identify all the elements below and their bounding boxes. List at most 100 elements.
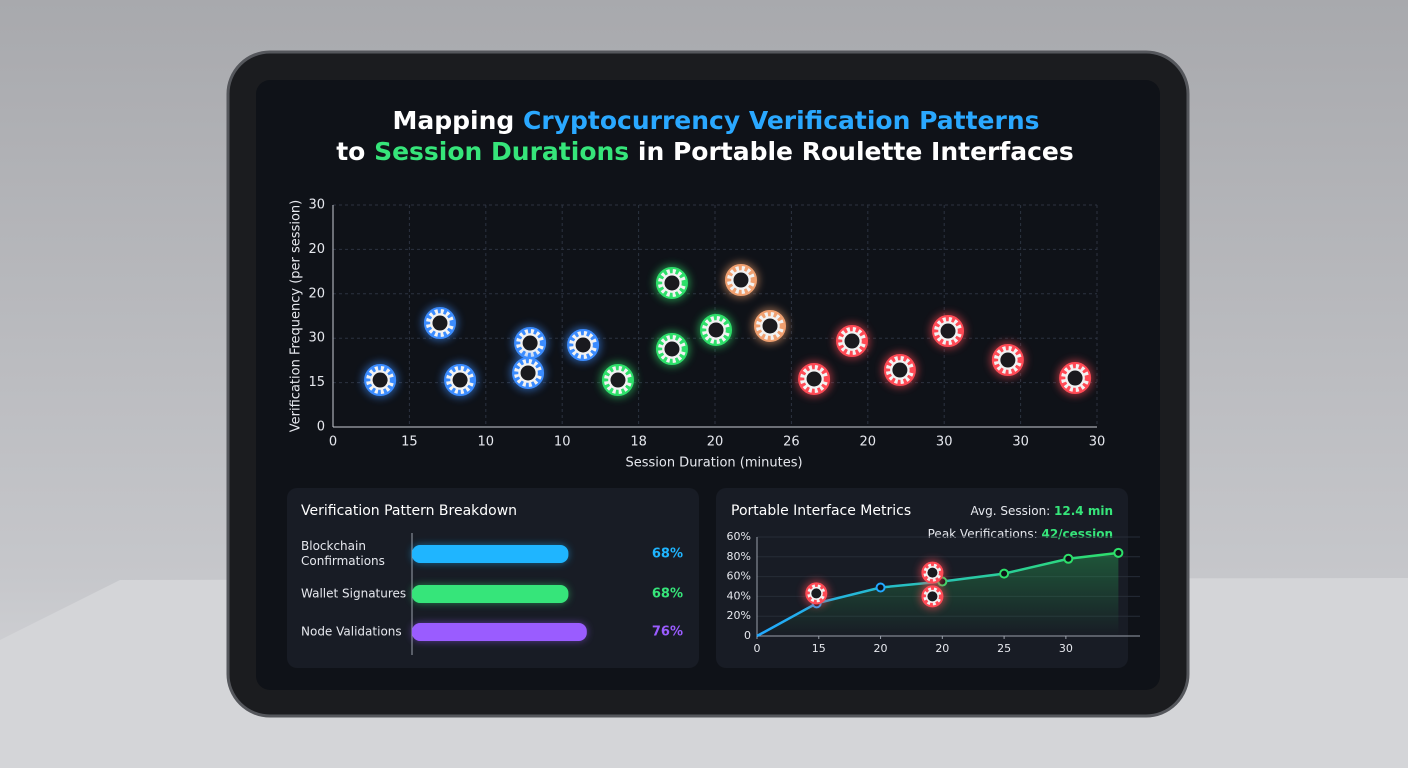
chip-ring [837,326,867,356]
chip-center [806,371,822,387]
bar [412,623,587,641]
chip-center [708,322,724,338]
title-part: Session Durations [374,137,629,166]
chip-center [432,315,448,331]
bar [412,545,569,563]
chip-ring [933,316,963,346]
category-label: Blockchain [301,539,366,553]
x-tick-label: 30 [936,435,953,450]
chip-ring [799,364,829,394]
chip-ring [922,586,942,606]
y-tick-label: 0 [744,629,751,642]
y-tick-label: 20 [308,286,325,301]
title-part: Mapping [393,106,524,135]
metric-label: Peak Verifications: [928,527,1042,541]
chip-ring [726,265,756,295]
chip-ring [603,365,633,395]
x-tick-label: 20 [935,642,949,655]
y-tick-label: 15 [308,375,325,390]
chip-center [522,335,538,351]
y-tick-label: 30 [308,198,325,213]
chip-ring [513,358,543,388]
x-tick-label: 20 [860,435,877,450]
chip-center [664,275,680,291]
chip-center [762,318,778,334]
y-tick-label: 60% [727,530,751,543]
chip-ring [755,311,785,341]
chip-ring [922,563,942,583]
chip-ring [568,330,598,360]
x-tick-label: 0 [329,435,337,450]
chip-ring [657,268,687,298]
value-label: 68% [652,547,683,562]
title-part: in Portable Roulette Interfaces [629,137,1074,166]
metric: Peak Verifications: 42/cession [928,527,1113,541]
chip-ring [993,345,1023,375]
y-axis-label: Verification Frequency (per session) [289,200,304,432]
breakdown-panel [287,488,699,668]
chip-center [927,591,938,602]
y-tick-label: 60% [727,570,751,583]
category-label: Confirmations [301,554,385,568]
x-tick-label: 15 [401,435,418,450]
x-tick-label: 10 [478,435,495,450]
point [875,582,886,593]
chip-center [811,588,822,599]
chip-center [664,341,680,357]
title-line-2: to Session Durations in Portable Roulett… [336,137,1074,166]
chip-ring [515,328,545,358]
y-tick-label: 20 [308,242,325,257]
x-tick-label: 10 [554,435,571,450]
chip-ring [445,365,475,395]
metric-value: 42/cession [1041,527,1113,541]
x-tick-label: 0 [754,642,761,655]
chip-ring [657,334,687,364]
chip-center [927,567,938,578]
metric: Avg. Session: 12.4 min [971,504,1113,518]
title-line-1: Mapping Cryptocurrency Verification Patt… [393,106,1040,135]
title-part: Cryptocurrency Verification Patterns [523,106,1039,135]
chip-ring [365,365,395,395]
chip-ring [806,583,826,603]
point [999,568,1010,579]
category-label: Node Validations [301,625,402,639]
chip-center [1000,352,1016,368]
x-tick-label: 30 [1012,435,1029,450]
chip-center [575,337,591,353]
value-label: 76% [652,625,683,640]
panel-title: Verification Pattern Breakdown [301,503,517,519]
chip-center [844,333,860,349]
y-tick-label: 40% [727,589,751,602]
chip-center [520,365,536,381]
x-tick-label: 20 [874,642,888,655]
x-tick-label: 26 [783,435,800,450]
title-part: to [336,137,374,166]
point [1063,553,1074,564]
chip-ring [1060,363,1090,393]
x-tick-label: 20 [707,435,724,450]
x-tick-label: 25 [997,642,1011,655]
chip-center [372,372,388,388]
chip-center [1067,370,1083,386]
chip-ring [885,355,915,385]
metric-value: 12.4 min [1054,504,1113,518]
chip-center [610,372,626,388]
y-tick-label: 0 [317,420,325,435]
chip-center [733,272,749,288]
y-tick-label: 30 [308,331,325,346]
x-axis-label: Session Duration (minutes) [625,456,802,471]
plot-layer: 0 15 10 10 18 20 26 20 30 30 30 0 15 30 20 20 30 Session … [289,198,1140,655]
value-label: 68% [652,587,683,602]
panel-title: Portable Interface Metrics [731,503,911,519]
x-tick-label: 18 [630,435,647,450]
chip-ring [425,308,455,338]
x-tick-label: 15 [812,642,826,655]
chip-center [892,362,908,378]
chip-ring [701,315,731,345]
chip-center [940,323,956,339]
metric-label: Avg. Session: [971,504,1055,518]
bar [412,585,569,603]
x-tick-label: 30 [1059,642,1073,655]
